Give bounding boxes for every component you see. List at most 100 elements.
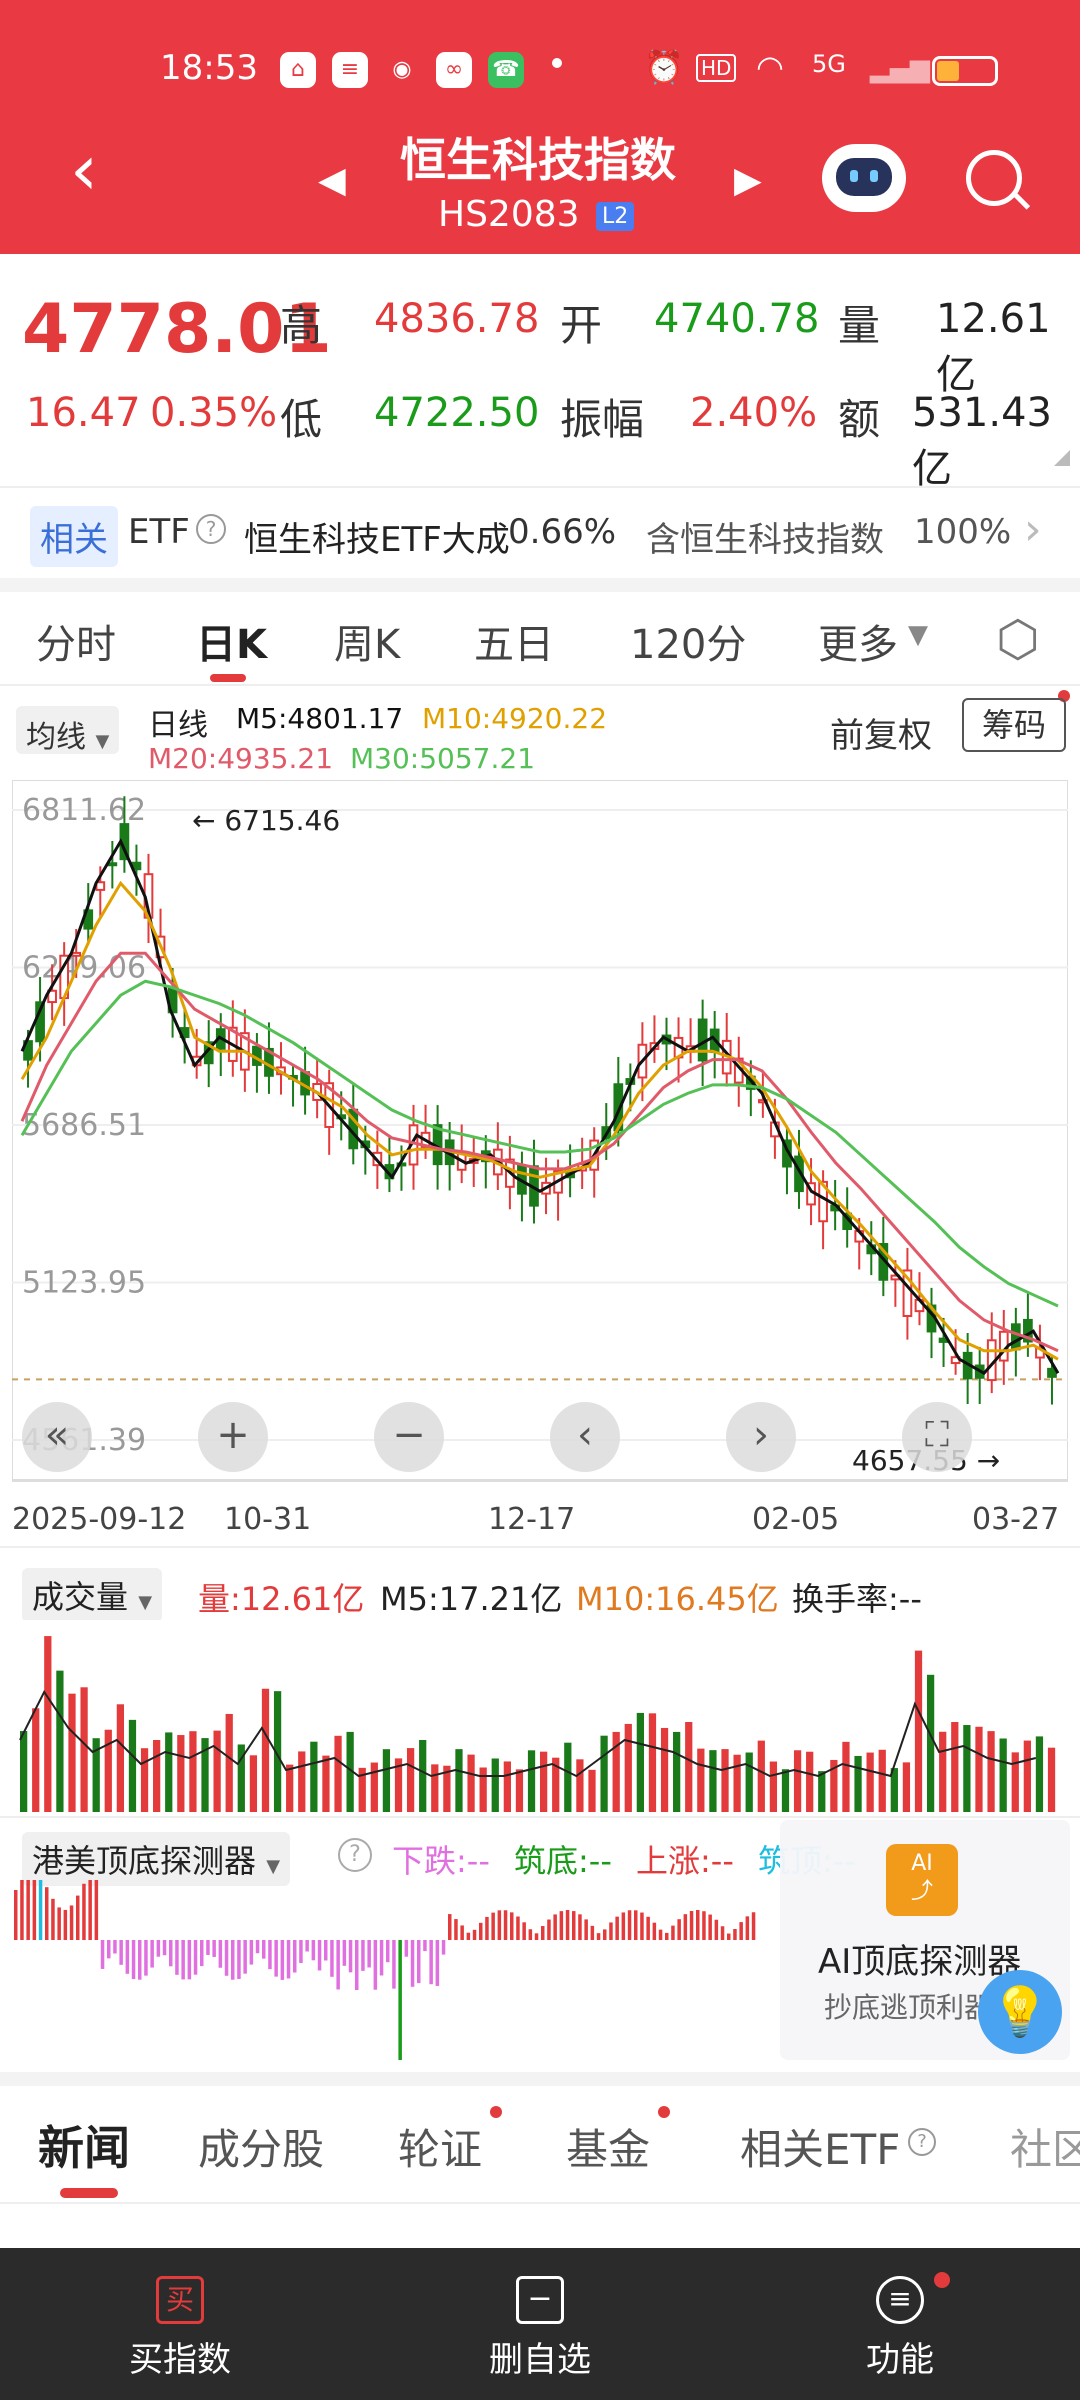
ai-detector-card[interactable]: AI ⤴ AI顶底探测器 抄底逃顶利器 💡 — [780, 1820, 1070, 2060]
volume-bar — [576, 1759, 584, 1812]
detector-bar — [125, 1940, 130, 1974]
volume-bar — [201, 1738, 209, 1812]
search-icon[interactable] — [966, 150, 1031, 210]
detector-bar — [497, 1910, 502, 1940]
detector-bar — [584, 1919, 588, 1940]
tab-warrants[interactable]: 轮证 — [398, 2125, 483, 2174]
volume-bar — [491, 1758, 499, 1812]
detector-bar — [113, 1940, 117, 1954]
tab-120min[interactable]: 120分 — [630, 622, 747, 668]
function-button[interactable]: ≡ 功能 — [800, 2276, 1000, 2381]
more-dot-icon — [552, 58, 562, 68]
hotspot-icon: ◉ — [392, 57, 412, 82]
zoom-out-icon[interactable]: − — [374, 1402, 444, 1472]
volume-dropdown[interactable]: 成交量 ▼ — [22, 1568, 163, 1622]
detector-bar — [94, 1880, 99, 1940]
l2-badge: L2 — [596, 202, 635, 231]
detector-bar — [510, 1912, 514, 1940]
candle-body — [71, 951, 82, 957]
tab-community[interactable]: 社区 — [1010, 2125, 1080, 2174]
tab-five-day[interactable]: 五日 — [474, 622, 554, 668]
tab-related-etf[interactable]: 相关ETF — [740, 2125, 901, 2174]
tab-intraday[interactable]: 分时 — [36, 622, 116, 668]
detector-dropdown[interactable]: 港美顶底探测器 ▼ — [22, 1832, 291, 1886]
volume-bar — [781, 1769, 790, 1812]
help-icon[interactable]: ? — [338, 1838, 372, 1872]
detector-bar — [410, 1940, 415, 1987]
volume-bar — [648, 1713, 657, 1812]
more-dropdown-icon[interactable]: ▼ — [908, 620, 928, 650]
detector-bar — [218, 1940, 223, 1968]
section-gap — [0, 2072, 1080, 2086]
buy-label: 买指数 — [129, 2340, 231, 2380]
divider — [0, 684, 1080, 686]
volume-bar — [189, 1731, 197, 1812]
volume-bar — [673, 1731, 681, 1812]
detector-bar — [423, 1940, 427, 1952]
tab-funds[interactable]: 基金 — [566, 2125, 651, 2174]
app-icon-3: ∞ — [436, 52, 472, 88]
remove-watchlist-button[interactable]: − 删自选 — [440, 2276, 640, 2381]
detector-bar — [559, 1911, 564, 1940]
tab-news[interactable]: 新闻 — [38, 2121, 130, 2175]
x-label-4: 02-05 — [752, 1502, 840, 1537]
help-icon[interactable]: ? — [196, 514, 226, 544]
lightbulb-icon[interactable]: 💡 — [978, 1970, 1062, 2054]
detector-bar — [231, 1940, 235, 1980]
detector-bar — [237, 1940, 241, 1979]
volume-bar — [237, 1744, 245, 1812]
detector-bar — [696, 1910, 700, 1940]
volume-bar — [588, 1769, 596, 1812]
next-index-icon[interactable]: ▶ — [734, 160, 762, 201]
ma10-value: M10:4920.22 — [422, 702, 608, 735]
chips-button[interactable]: 筹码 — [962, 698, 1066, 752]
volume-bar — [926, 1674, 935, 1812]
back-icon[interactable]: ‹ — [70, 129, 98, 211]
buy-index-button[interactable]: 买 买指数 — [80, 2276, 280, 2381]
volume-chart[interactable] — [12, 1620, 1068, 1812]
volume-bar — [310, 1741, 318, 1812]
volume-bar — [660, 1727, 669, 1812]
volume-bar — [322, 1755, 330, 1812]
chevron-right-icon[interactable]: › — [1024, 504, 1042, 555]
ai-robot-icon[interactable] — [822, 144, 906, 212]
detector-bar — [20, 1880, 24, 1940]
detector-bar — [596, 1933, 601, 1940]
fullscreen-icon[interactable]: ⛶ — [902, 1402, 972, 1472]
volume-bar — [80, 1687, 88, 1812]
rewind-icon[interactable]: « — [22, 1402, 92, 1472]
detector-bar — [454, 1919, 458, 1940]
detector-bar — [82, 1883, 86, 1940]
pan-left-icon[interactable]: ‹ — [550, 1402, 620, 1472]
etf-label: ETF — [128, 512, 190, 552]
volume-bar — [419, 1740, 427, 1812]
detector-bar — [429, 1940, 433, 1985]
tab-constituents[interactable]: 成分股 — [198, 2125, 325, 2174]
volume-bar — [249, 1755, 258, 1812]
adjust-label[interactable]: 前复权 — [830, 716, 932, 756]
expand-corner-icon[interactable] — [1054, 450, 1070, 466]
detector-bar — [590, 1925, 595, 1940]
tab-daily-k[interactable]: 日K — [196, 622, 267, 668]
detector-bar — [677, 1919, 681, 1940]
prev-index-icon[interactable]: ◀ — [318, 160, 346, 201]
volume-bar — [757, 1740, 765, 1812]
volume-bar — [939, 1731, 947, 1812]
volume-label: 量 — [838, 301, 881, 350]
detector-down: 下跌:-- — [392, 1842, 490, 1880]
detector-bar — [107, 1940, 111, 1959]
detector-bar — [131, 1940, 136, 1980]
ma-dropdown[interactable]: 均线 ▼ — [16, 706, 120, 755]
settings-icon[interactable]: ⬡ — [996, 610, 1040, 668]
help-icon[interactable]: ? — [908, 2128, 936, 2156]
detector-bar — [386, 1940, 390, 1963]
alarm-icon: ⏰ — [644, 48, 684, 86]
tab-weekly-k[interactable]: 周K — [334, 622, 401, 668]
bottom-nav: 买 买指数 − 删自选 ≡ 功能 — [0, 2248, 1080, 2400]
etf-name[interactable]: 恒生科技ETF大成 — [244, 520, 510, 560]
zoom-in-icon[interactable]: + — [198, 1402, 268, 1472]
x-label-3: 12-17 — [488, 1502, 576, 1537]
tab-more[interactable]: 更多 — [818, 622, 898, 668]
pan-right-icon[interactable]: › — [726, 1402, 796, 1472]
